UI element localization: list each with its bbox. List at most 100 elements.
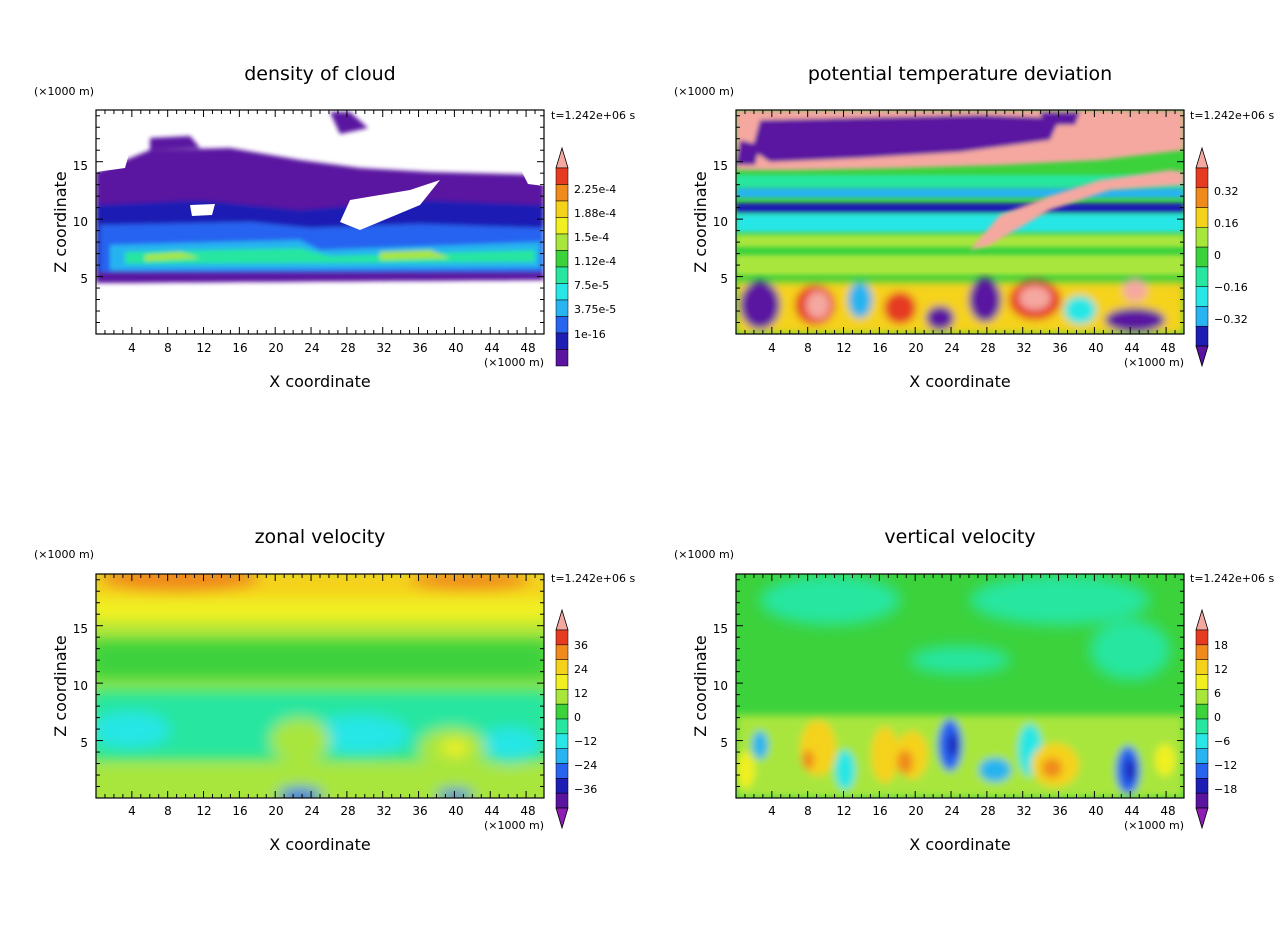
colorbar-swatch [1195, 266, 1209, 287]
colorbar-swatch [555, 733, 569, 749]
x-tick-label: 28 [980, 341, 995, 355]
x-tick-label: 24 [304, 804, 319, 818]
y-unit-label: (×1000 m) [34, 85, 94, 98]
colorbar-swatch [555, 217, 569, 235]
colorbar-label: −12 [574, 735, 597, 748]
y-tick-label: 15 [73, 159, 88, 173]
colorbar-extend-min [555, 807, 569, 830]
colorbar-label: −6 [1214, 735, 1230, 748]
y-tick-label: 5 [720, 736, 728, 750]
x-axis-label: X coordinate [909, 835, 1010, 854]
colorbar-label: −0.16 [1214, 281, 1248, 294]
axis-ticks [96, 110, 544, 334]
x-tick-label: 40 [448, 341, 463, 355]
time-label: t=1.242e+06 s [551, 109, 635, 122]
y-tick-label: 15 [713, 622, 728, 636]
x-tick-label: 40 [448, 804, 463, 818]
colorbar-swatch [1195, 763, 1209, 779]
colorbar-swatch [555, 792, 569, 809]
colorbar-swatch [1195, 778, 1209, 794]
x-tick-label: 44 [1124, 804, 1139, 818]
colorbar-label: −24 [574, 759, 597, 772]
x-tick-label: 8 [804, 804, 812, 818]
y-tick-label: 5 [80, 736, 88, 750]
x-tick-label: 28 [340, 804, 355, 818]
colorbar-swatch [1195, 207, 1209, 228]
colorbar [1195, 146, 1209, 368]
colorbar-label: 1.12e-4 [574, 255, 616, 268]
y-tick-label: 15 [713, 159, 728, 173]
time-label: t=1.242e+06 s [1190, 572, 1274, 585]
colorbar-swatch [1195, 286, 1209, 307]
colorbar-label: 6 [1214, 687, 1221, 700]
x-tick-label: 40 [1088, 804, 1103, 818]
x-tick-label: 16 [872, 804, 887, 818]
colorbar-swatch [555, 266, 569, 284]
x-tick-label: 44 [484, 804, 499, 818]
x-tick-label: 24 [304, 341, 319, 355]
x-tick-label: 48 [520, 804, 535, 818]
chart-title: potential temperature deviation [808, 63, 1112, 85]
colorbar-swatch [555, 167, 569, 185]
colorbar-swatch [555, 332, 569, 350]
x-tick-label: 28 [340, 341, 355, 355]
colorbar-label: 0 [1214, 249, 1221, 262]
colorbar-swatch [1195, 167, 1209, 189]
x-tick-label: 48 [520, 341, 535, 355]
colorbar-label: 2.25e-4 [574, 183, 616, 196]
colorbar-swatch [555, 283, 569, 301]
colorbar-label: −18 [1214, 783, 1237, 796]
x-tick-label: 48 [1160, 341, 1175, 355]
axis-ticks [736, 574, 1184, 798]
x-tick-label: 20 [908, 341, 923, 355]
axis-ticks [736, 110, 1184, 334]
colorbar-swatch [555, 689, 569, 705]
x-unit-label: (×1000 m) [484, 356, 544, 369]
axis-ticks [96, 574, 544, 798]
x-tick-label: 48 [1160, 804, 1175, 818]
x-tick-label: 8 [164, 804, 172, 818]
time-label: t=1.242e+06 s [551, 572, 635, 585]
colorbar-label: 0.16 [1214, 217, 1239, 230]
x-tick-label: 32 [1016, 341, 1031, 355]
x-tick-label: 24 [944, 341, 959, 355]
y-axis-label: Z coordinate [51, 171, 70, 272]
colorbar-swatch [555, 349, 569, 367]
chart-title: density of cloud [244, 63, 396, 85]
x-unit-label: (×1000 m) [1124, 819, 1184, 832]
colorbar-extend-min [1195, 345, 1209, 368]
y-tick-label: 10 [713, 679, 728, 693]
panel-density-of-cloud: density of cloud (×1000 m) t=1.242e+06 s [34, 63, 635, 391]
colorbar [555, 608, 569, 830]
x-tick-label: 20 [268, 804, 283, 818]
colorbar-swatch [1195, 748, 1209, 764]
x-tick-label: 44 [1124, 341, 1139, 355]
colorbar-label: 7.5e-5 [574, 279, 609, 292]
colorbar [555, 146, 569, 367]
x-tick-label: 40 [1088, 341, 1103, 355]
x-tick-label: 4 [768, 341, 776, 355]
x-axis-label: X coordinate [909, 372, 1010, 391]
colorbar-extend-max [555, 608, 569, 631]
y-unit-label: (×1000 m) [34, 548, 94, 561]
contour-field [96, 110, 544, 334]
x-axis-label: X coordinate [269, 372, 370, 391]
colorbar-swatch [1195, 689, 1209, 705]
colorbar-swatch [1195, 733, 1209, 749]
colorbar-extend-max [555, 146, 569, 169]
x-tick-label: 8 [164, 341, 172, 355]
x-tick-label: 20 [268, 341, 283, 355]
colorbar-swatch [1195, 246, 1209, 268]
x-tick-label: 36 [1052, 804, 1067, 818]
x-tick-label: 32 [1016, 804, 1031, 818]
colorbar-label: −12 [1214, 759, 1237, 772]
colorbar-swatch [1195, 325, 1209, 347]
colorbar-extend-max [1195, 146, 1209, 169]
colorbar-label: −36 [574, 783, 597, 796]
colorbar-swatch [555, 316, 569, 334]
x-tick-label: 12 [196, 804, 211, 818]
x-tick-label: 4 [768, 804, 776, 818]
y-tick-label: 5 [720, 272, 728, 286]
y-unit-label: (×1000 m) [674, 85, 734, 98]
colorbar-swatch [555, 659, 569, 675]
